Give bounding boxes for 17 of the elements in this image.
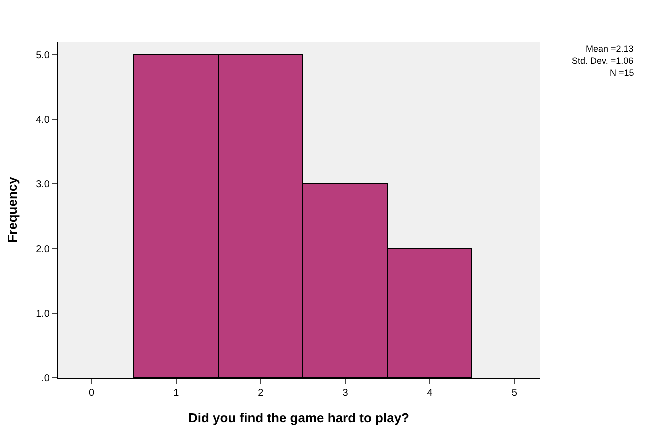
y-tick-label: 3.0	[36, 180, 50, 191]
x-tick-label: 2	[258, 388, 264, 399]
y-tick-label: 1.0	[36, 308, 50, 320]
x-tick-label: 1	[174, 388, 180, 399]
x-tick-label: 4	[427, 388, 434, 399]
text: N =15	[610, 68, 634, 78]
text: Mean =2.13	[586, 44, 634, 54]
y-tick-label: 5.0	[36, 50, 50, 62]
text: Std. Dev. =1.06	[572, 56, 634, 66]
y-axis-title: Frequency	[5, 176, 20, 243]
y-tick-label: 4.0	[36, 115, 50, 126]
x-tick-label: 5	[512, 388, 518, 399]
x-tick-label: 0	[89, 388, 96, 399]
x-tick-label: 3	[342, 388, 349, 399]
x-axis-title: Did you find the game hard to play?	[188, 410, 410, 426]
y-tick-label: 2.0	[36, 244, 50, 256]
y-tick-label: .0	[42, 374, 50, 384]
